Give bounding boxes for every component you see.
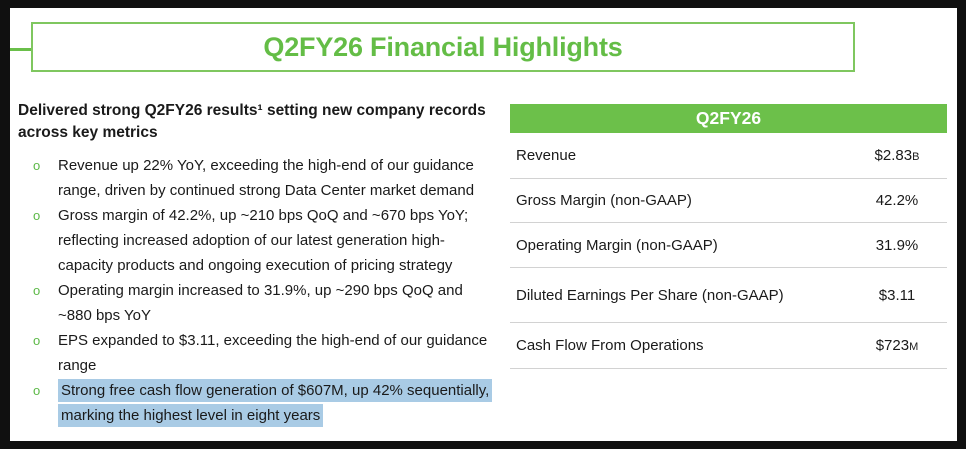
bullet-marker-icon: o [33, 283, 41, 298]
bullet-item: o Operating margin increased to 31.9%, u… [33, 278, 525, 328]
metric-value-unit: M [909, 341, 919, 353]
bullet-text-content: Revenue up 22% YoY, exceeding the high-e… [58, 157, 475, 199]
table-row: Revenue $2.83B [510, 133, 947, 179]
bullet-item: o Strong free cash flow generation of $6… [33, 378, 525, 428]
metric-value-unit: B [912, 151, 920, 163]
metrics-table-header-label: Q2FY26 [695, 108, 762, 128]
bullet-text: Gross margin of 42.2%, up ~210 bps QoQ a… [58, 203, 525, 278]
bullet-text: Operating margin increased to 31.9%, up … [58, 278, 525, 328]
metric-value: $723M [847, 337, 947, 354]
title-box: Q2FY26 Financial Highlights [31, 22, 855, 72]
table-row: Gross Margin (non-GAAP) 42.2% [510, 179, 947, 223]
metrics-table: Q2FY26 Revenue $2.83B Gross Margin (non-… [510, 104, 947, 369]
title-connector-line [10, 48, 32, 51]
section-heading: Delivered strong Q2FY26 results¹ setting… [18, 102, 486, 141]
bullet-marker-icon: o [33, 208, 41, 223]
metric-label: Cash Flow From Operations [516, 337, 704, 354]
metric-value-number: $3.11 [878, 286, 916, 304]
bullet-text: Revenue up 22% YoY, exceeding the high-e… [58, 153, 525, 203]
metric-value-number: 42.2% [875, 192, 919, 209]
bullet-item: o Revenue up 22% YoY, exceeding the high… [33, 153, 525, 203]
metric-value-number: $2.83 [874, 147, 913, 164]
metric-label: Gross Margin (non-GAAP) [516, 192, 692, 209]
table-row: Operating Margin (non-GAAP) 31.9% [510, 223, 947, 268]
bullet-marker-icon: o [33, 333, 41, 348]
bullet-text: Strong free cash flow generation of $607… [58, 378, 525, 428]
metric-value: $2.83B [847, 147, 947, 164]
table-row: Diluted Earnings Per Share (non-GAAP) $3… [510, 268, 947, 323]
metric-value-number: 31.9% [875, 236, 919, 254]
bullet-text-content: Gross margin of 42.2%, up ~210 bps QoQ a… [58, 207, 469, 274]
bullet-list: o Revenue up 22% YoY, exceeding the high… [33, 153, 525, 428]
metric-label: Revenue [516, 147, 577, 164]
bullet-text-content: EPS expanded to $3.11, exceeding the hig… [58, 332, 488, 374]
metric-value: 42.2% [847, 192, 947, 209]
bullet-text-content: Operating margin increased to 31.9%, up … [58, 282, 463, 324]
slide-title: Q2FY26 Financial Highlights [263, 31, 623, 62]
metric-label: Operating Margin (non-GAAP) [516, 236, 718, 254]
metric-value: $3.11 [847, 287, 947, 304]
bullet-item: o Gross margin of 42.2%, up ~210 bps QoQ… [33, 203, 525, 278]
table-row: Cash Flow From Operations $723M [510, 323, 947, 369]
bullet-marker-icon: o [33, 158, 41, 173]
metric-value: 31.9% [847, 237, 947, 254]
bullet-marker-icon: o [33, 383, 41, 398]
bullet-item: o EPS expanded to $3.11, exceeding the h… [33, 328, 525, 378]
metric-value-number: $723 [875, 337, 910, 354]
selected-text-highlight[interactable]: Strong free cash flow generation of $607… [58, 379, 493, 427]
metrics-table-header: Q2FY26 [510, 104, 947, 133]
metric-label: Diluted Earnings Per Share (non-GAAP) [516, 286, 784, 304]
bullet-text: EPS expanded to $3.11, exceeding the hig… [58, 328, 525, 378]
